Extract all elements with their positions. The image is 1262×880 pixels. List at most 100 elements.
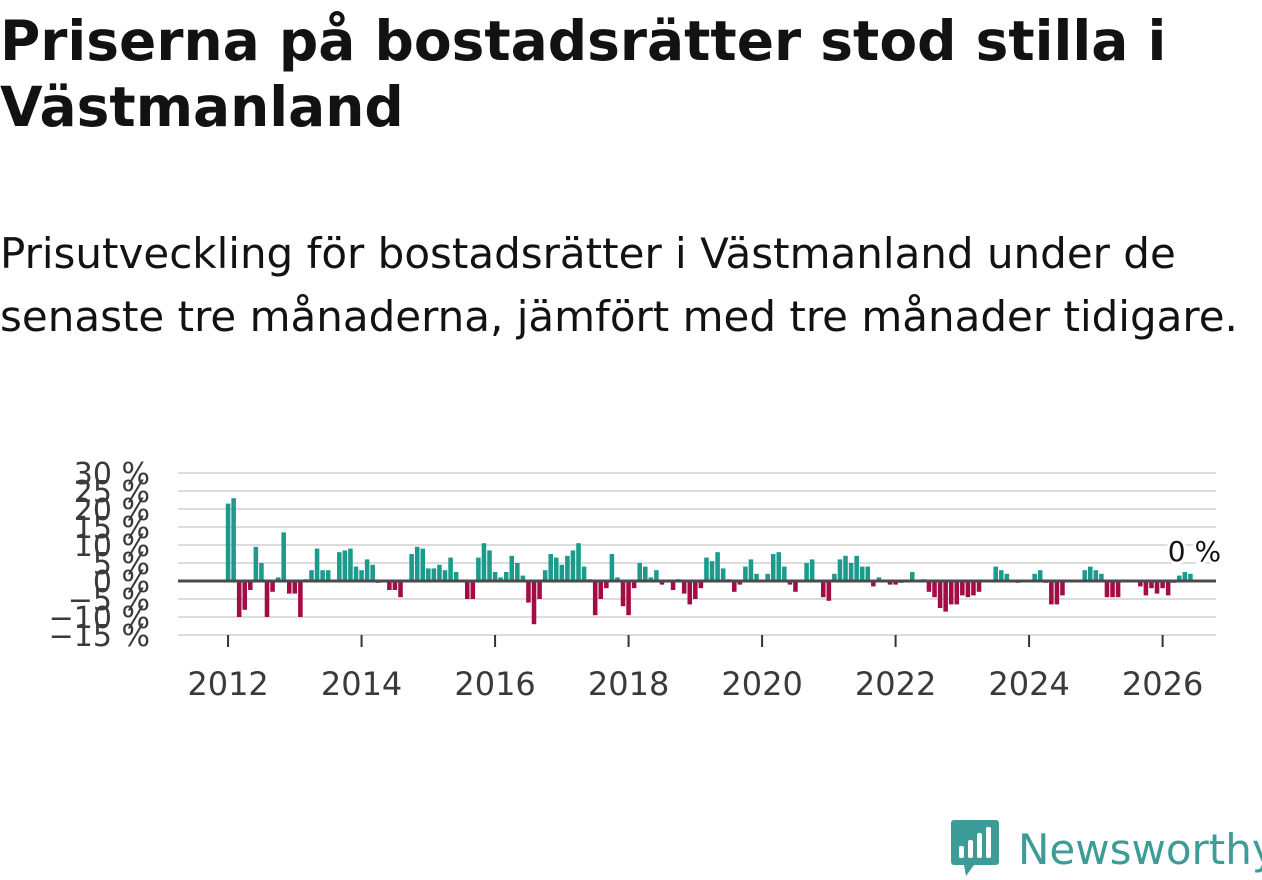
- bar: [843, 555, 848, 581]
- bar: [1154, 581, 1160, 594]
- x-tick-label: 2024: [988, 665, 1069, 703]
- bar: [337, 552, 342, 581]
- y-tick-label: −15 %: [49, 619, 150, 654]
- bar: [503, 572, 509, 581]
- bar: [492, 572, 498, 581]
- bar: [743, 566, 748, 581]
- bar: [709, 561, 715, 581]
- newsworthy-logo-text: Newsworthy: [1018, 824, 1262, 874]
- x-tick-label: 2020: [721, 665, 802, 703]
- bar: [570, 550, 576, 581]
- bar: [960, 581, 965, 596]
- bar: [820, 581, 826, 598]
- bar: [693, 581, 698, 599]
- bar: [737, 581, 743, 585]
- y-tick-label: 20 %: [74, 493, 150, 528]
- newsworthy-logo: Newsworthy: [950, 818, 1262, 880]
- bar: [704, 557, 709, 581]
- y-tick-label: −5 %: [68, 583, 150, 618]
- bar: [553, 557, 559, 581]
- bar: [598, 581, 604, 599]
- bar: [414, 546, 420, 581]
- bar: [437, 564, 442, 581]
- x-tick-label: 2016: [454, 665, 535, 703]
- bar: [292, 581, 298, 594]
- y-tick-label: 30 %: [74, 457, 150, 492]
- bar: [715, 552, 720, 581]
- bar: [620, 581, 626, 607]
- bar: [325, 570, 331, 581]
- bar: [909, 572, 915, 581]
- bar: [1177, 575, 1182, 581]
- bar: [1032, 573, 1037, 581]
- bar: [448, 557, 453, 581]
- bar: [804, 563, 809, 581]
- bar: [1060, 581, 1065, 596]
- bar: [398, 581, 403, 598]
- bar: [359, 570, 364, 581]
- bar: [453, 572, 459, 581]
- bar: [420, 548, 426, 581]
- bar: [770, 554, 776, 581]
- bar: [1037, 570, 1043, 581]
- bar: [1160, 581, 1165, 589]
- bar: [370, 564, 375, 581]
- x-tick-label: 2018: [588, 665, 669, 703]
- bar: [993, 566, 998, 581]
- bar: [859, 566, 865, 581]
- bar: [604, 581, 609, 589]
- bar: [236, 581, 242, 617]
- x-tick-label: 2026: [1122, 665, 1203, 703]
- bar: [765, 573, 770, 581]
- bar: [342, 550, 348, 581]
- bar: [248, 581, 253, 590]
- bar: [298, 581, 303, 617]
- bar: [998, 570, 1004, 581]
- bar: [1149, 581, 1154, 589]
- bar: [537, 581, 542, 599]
- bar: [1004, 573, 1010, 581]
- bar: [364, 559, 370, 581]
- bar: [253, 546, 259, 581]
- bar: [442, 570, 448, 581]
- bar: [348, 548, 353, 581]
- bar: [264, 581, 270, 617]
- bar: [793, 581, 798, 592]
- bar: [720, 568, 726, 581]
- bar: [832, 573, 837, 581]
- bar: [826, 581, 832, 601]
- bar: [259, 563, 264, 581]
- bar: [286, 581, 292, 594]
- bar: [637, 563, 642, 581]
- bar: [687, 581, 693, 605]
- bar: [592, 581, 598, 616]
- bar: [1082, 570, 1088, 581]
- bar: [615, 577, 620, 581]
- bar: [1182, 572, 1188, 581]
- bar: [748, 559, 754, 581]
- bar: [392, 581, 398, 590]
- bar: [309, 570, 314, 581]
- bar: [1165, 581, 1171, 596]
- latest-value-annotation: 0 %: [1168, 535, 1221, 568]
- bar: [576, 543, 581, 581]
- bar: [754, 573, 759, 581]
- bar: [948, 581, 954, 605]
- bar: [231, 498, 236, 581]
- bar-chart: −15 %−10 %−5 %0 %5 %10 %15 %20 %25 %30 %…: [49, 457, 1224, 703]
- bar: [481, 543, 487, 581]
- bar: [609, 554, 615, 581]
- chart-subtitle: Prisutveckling för bostadsrätter i Västm…: [0, 229, 1238, 341]
- bar: [1138, 581, 1143, 587]
- x-tick-label: 2022: [855, 665, 936, 703]
- newsworthy-logo-icon: [951, 820, 999, 876]
- y-tick-label: −10 %: [49, 601, 150, 636]
- bar: [275, 577, 281, 581]
- bar: [1104, 581, 1110, 598]
- x-tick-label: 2012: [187, 665, 268, 703]
- bar: [887, 581, 893, 585]
- bar: [559, 564, 565, 581]
- bar: [626, 581, 631, 616]
- chart-title: Priserna på bostadsrätter stod stilla i …: [0, 9, 1167, 139]
- bar: [654, 570, 659, 581]
